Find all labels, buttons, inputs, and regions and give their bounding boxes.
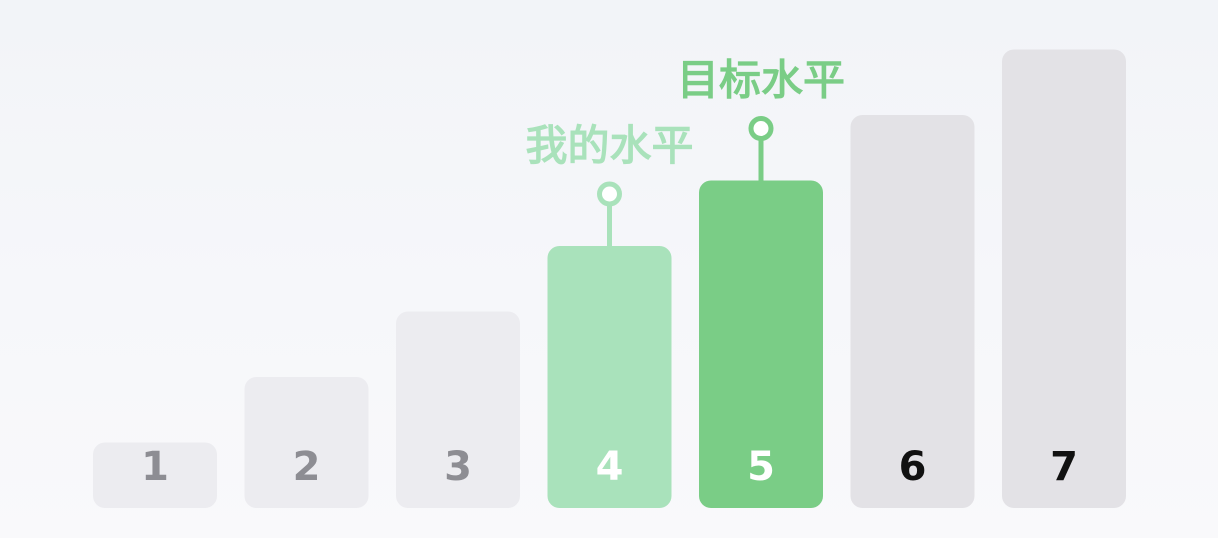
bar-label-6: 6 xyxy=(899,444,927,490)
bar-group-7: 7 xyxy=(1002,49,1126,508)
callout-label: 我的水平 xyxy=(525,121,693,170)
bar-6 xyxy=(850,115,975,508)
bar-label-5: 5 xyxy=(747,444,775,490)
bar-1 xyxy=(93,442,217,508)
bar-3 xyxy=(396,311,520,508)
callout-label: 目标水平 xyxy=(677,56,845,105)
bar-label-3: 3 xyxy=(444,444,472,490)
callout-5: 目标水平 xyxy=(677,56,845,181)
bar-5 xyxy=(699,180,823,508)
bar-label-1: 1 xyxy=(141,444,169,490)
bar-7 xyxy=(1002,49,1126,508)
bar-label-4: 4 xyxy=(596,444,624,490)
bar-2 xyxy=(244,377,369,508)
bar-label-2: 2 xyxy=(293,444,321,490)
callout-marker xyxy=(597,181,622,207)
bar-4 xyxy=(547,246,672,508)
bar-group-1: 1 xyxy=(93,442,217,508)
bar-label-7: 7 xyxy=(1050,444,1078,490)
callout-marker xyxy=(748,116,774,141)
bar-group-6: 6 xyxy=(850,115,975,508)
bar-group-3: 3 xyxy=(396,311,520,508)
bar-group-5: 5 xyxy=(699,180,823,508)
bar-group-2: 2 xyxy=(244,377,369,508)
callout-4: 我的水平 xyxy=(525,121,694,246)
bar-group-4: 4 xyxy=(547,246,672,508)
